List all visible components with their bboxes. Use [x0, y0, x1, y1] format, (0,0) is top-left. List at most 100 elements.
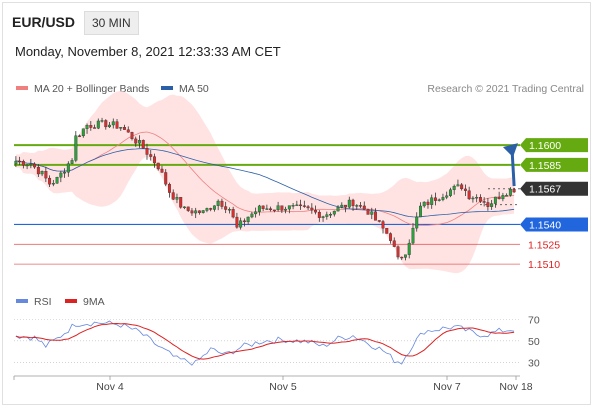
candle-body: [201, 210, 205, 213]
candle-body: [389, 233, 392, 241]
candle-body: [205, 208, 209, 211]
candle-body: [374, 211, 377, 221]
candle-body: [422, 201, 426, 207]
candle-body: [115, 121, 119, 129]
ma20-swatch-icon: [16, 86, 28, 91]
x-label-Nov-18: Nov 18: [499, 381, 532, 393]
candle-body: [366, 209, 370, 215]
candle-body: [370, 211, 374, 215]
candle-body: [445, 195, 449, 198]
candle-body: [426, 201, 430, 205]
level-tag-1.1585: [520, 157, 588, 172]
x-label-Nov-4: Nov 4: [96, 381, 124, 393]
candle-body: [284, 208, 288, 211]
candle-body: [456, 184, 460, 187]
candle-body: [175, 197, 179, 200]
candle-body: [119, 127, 123, 129]
candle-body: [209, 208, 213, 210]
candle-body: [190, 210, 194, 214]
candle-body: [430, 197, 434, 205]
candle-body: [36, 166, 40, 175]
candle-body: [287, 205, 291, 210]
candle-body: [381, 221, 385, 229]
candle-body: [482, 201, 486, 203]
candle-body: [407, 242, 411, 255]
candle-body: [508, 188, 512, 196]
candle-body: [197, 210, 201, 213]
rsi-tick-70: 70: [528, 314, 540, 326]
copyright-text: Research © 2021 Trading Central: [427, 83, 584, 95]
candle-body: [51, 183, 55, 185]
forecast-arrow-head-icon: [503, 143, 518, 158]
x-label-Nov-7: Nov 7: [433, 381, 461, 393]
candle-body: [59, 172, 63, 178]
candle-body: [29, 163, 33, 166]
rsi-swatch-icon: [16, 299, 28, 304]
level-label-1.1510: 1.1510: [528, 259, 560, 271]
candle-body: [100, 120, 104, 122]
candle-body: [437, 199, 441, 201]
candle-body: [433, 197, 437, 201]
chart-datetime: Monday, November 8, 2021 12:33:33 AM CET: [15, 44, 281, 59]
rsi-9ma-line: [15, 322, 515, 360]
legend-9ma-label: 9MA: [83, 296, 105, 308]
candle-body: [299, 204, 303, 207]
candle-body: [314, 209, 318, 213]
candle-body: [108, 124, 111, 128]
candle-body: [347, 199, 351, 208]
candle-body: [33, 163, 37, 168]
candle-body: [317, 211, 321, 218]
candle-body: [512, 188, 516, 193]
candle-body: [250, 213, 254, 218]
candle-body: [160, 168, 164, 173]
legend-ma50: MA 50: [161, 83, 209, 95]
candle-body: [276, 205, 280, 211]
candle-body: [111, 121, 115, 126]
candle-body: [156, 162, 160, 170]
level-tag-1.1600: [520, 138, 588, 153]
candle-body: [93, 127, 97, 129]
candle-body: [344, 204, 348, 208]
candle-body: [505, 195, 509, 197]
candle-body: [419, 205, 422, 218]
candle-body: [396, 246, 400, 258]
candle-body: [81, 128, 85, 137]
candle-body: [40, 171, 44, 175]
chart-frame: [2, 2, 591, 405]
candle-body: [164, 172, 168, 185]
candle-body: [329, 214, 333, 216]
candle-body: [291, 205, 295, 207]
candle-body: [134, 138, 138, 144]
candle-body: [239, 220, 243, 228]
candle-body: [130, 132, 134, 140]
candle-body: [138, 140, 141, 144]
candle-body: [336, 206, 340, 212]
candle-body: [385, 228, 389, 234]
candle-body: [257, 205, 261, 212]
candle-body: [490, 203, 494, 207]
candle-body: [66, 163, 70, 173]
timeframe-badge[interactable]: 30 MIN: [84, 11, 139, 35]
candle-body: [153, 156, 156, 164]
candle-body: [149, 154, 153, 157]
candle-body: [310, 207, 314, 211]
candle-body: [321, 216, 325, 218]
candle-body: [227, 209, 231, 211]
ma20-line: [15, 131, 515, 226]
candles-group: [14, 117, 516, 261]
ma50-swatch-icon: [161, 86, 173, 91]
candle-body: [78, 135, 82, 137]
level-label-1.1600: 1.1600: [529, 140, 561, 152]
candle-body: [261, 205, 265, 209]
candle-body: [272, 209, 276, 212]
rsi-line: [15, 320, 515, 366]
candle-body: [448, 189, 452, 196]
ma50-line: [15, 148, 515, 218]
candle-body: [355, 205, 359, 207]
candle-body: [186, 206, 190, 211]
candle-body: [171, 192, 175, 200]
candle-body: [74, 135, 78, 161]
candle-body: [85, 125, 89, 129]
candle-body: [441, 197, 445, 200]
